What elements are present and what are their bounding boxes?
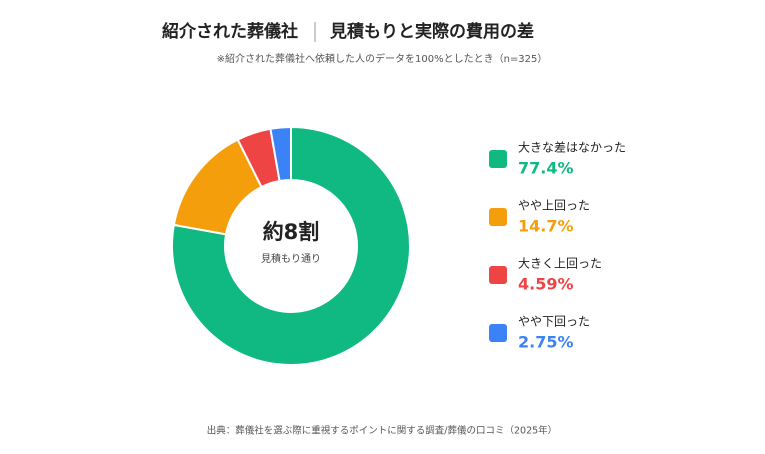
legend-swatch xyxy=(489,266,507,284)
donut xyxy=(171,125,411,366)
pie-slice xyxy=(171,125,411,366)
source: 出典：葬儀社を選ぶ際に重視するポイントに関する調査/葬儀の口コミ（2025年） xyxy=(207,425,557,437)
legend-label: 大きな差はなかった xyxy=(518,141,626,155)
chart-title: 紹介された葬儀社 xyxy=(162,21,298,42)
legend-label: 大きく上回った xyxy=(518,257,602,271)
value-label: 77.4% xyxy=(518,159,574,178)
value-label: 2.75% xyxy=(518,333,574,352)
legend-swatch xyxy=(489,208,507,226)
pie-slice xyxy=(269,125,292,183)
value-label: 14.7% xyxy=(518,217,574,236)
legend-label: やや上回った xyxy=(518,199,590,213)
chart-title: 見積もりと実際の費用の差 xyxy=(329,21,534,42)
legend-swatch xyxy=(489,324,507,342)
legend-swatch xyxy=(489,150,507,168)
legend-label: やや下回った xyxy=(518,315,590,329)
legend: 大きな差はなかった 77.4% やや上回った 14.7% 大きく上回った 4.59% やや下… xyxy=(489,141,626,352)
value-label: 4.59% xyxy=(518,275,574,294)
center-text: 約8割 xyxy=(263,220,320,244)
chart-subtitle: ※紹介された葬儀社へ依頼した人のデータを100%としたとき（n=325） xyxy=(217,52,548,65)
center-subtext: 見積もり通り xyxy=(261,252,321,265)
